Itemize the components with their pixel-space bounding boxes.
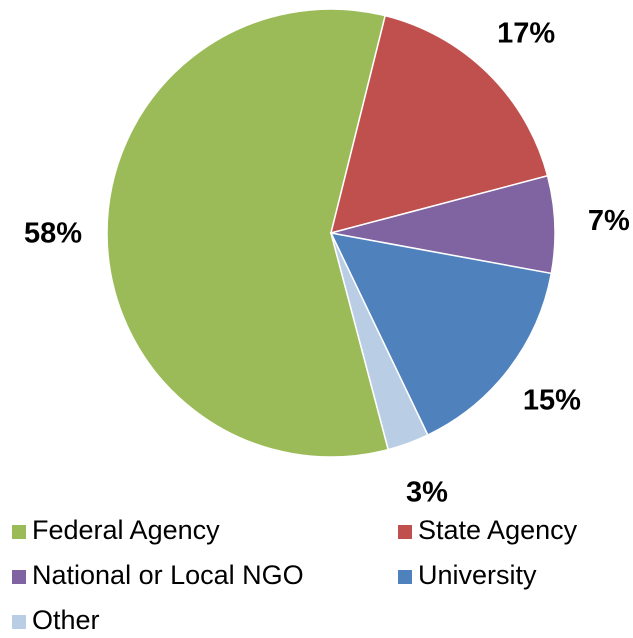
legend-swatch: [12, 570, 26, 584]
legend-swatch: [398, 525, 412, 539]
legend-swatch: [12, 615, 26, 629]
data-label: 3%: [406, 477, 448, 509]
pie-slice: [329, 231, 553, 437]
data-label: 15%: [523, 385, 581, 417]
pie-slice: [329, 14, 549, 235]
legend-swatch: [398, 570, 412, 584]
legend-label: National or Local NGO: [32, 560, 304, 590]
data-label: 17%: [497, 18, 555, 50]
pie-slice: [330, 232, 429, 451]
legend-label: University: [418, 560, 537, 590]
legend-label: State Agency: [418, 515, 578, 545]
legend-label: Other: [32, 605, 100, 635]
legend-swatch: [12, 525, 26, 539]
pie-slice: [106, 8, 390, 458]
legend-label: Federal Agency: [32, 515, 220, 545]
data-label: 58%: [24, 218, 82, 250]
data-label: 7%: [588, 205, 630, 237]
